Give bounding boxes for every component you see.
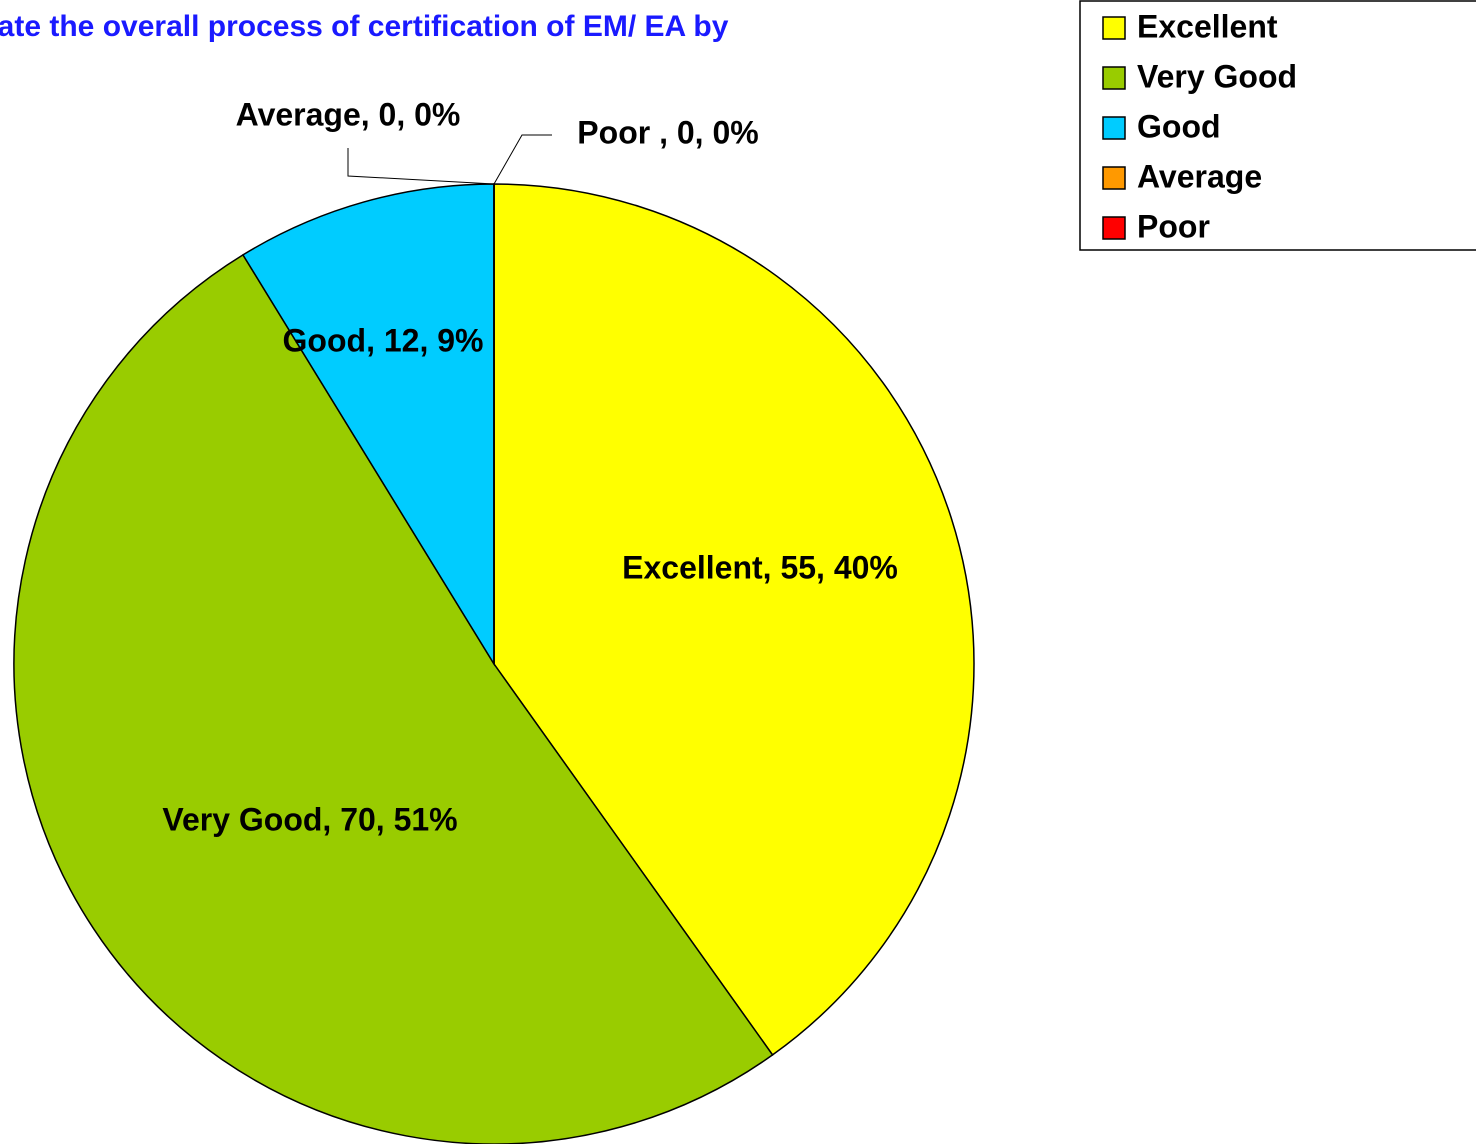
legend-swatch (1102, 66, 1126, 90)
legend-swatch (1102, 216, 1126, 240)
leader-line (493, 134, 552, 185)
legend-swatch (1102, 116, 1126, 140)
data-label: Very Good, 70, 51% (162, 801, 457, 837)
data-label: Good, 12, 9% (283, 322, 484, 358)
legend-label: Poor (1137, 208, 1210, 244)
legend-swatch (1102, 166, 1126, 190)
legend-label: Average (1137, 158, 1262, 194)
chart-title: rate the overall process of certificatio… (0, 10, 729, 43)
legend-label: Good (1137, 108, 1221, 144)
data-label: Average, 0, 0% (236, 96, 461, 132)
legend-box (1079, 0, 1476, 251)
legend-swatch (1102, 16, 1126, 40)
legend-label: Very Good (1137, 58, 1297, 94)
legend-label: Excellent (1137, 8, 1278, 44)
pie-slice (13, 253, 774, 1144)
pie-slice (493, 183, 975, 1056)
data-label: Poor , 0, 0% (577, 114, 758, 150)
pie-slice (241, 183, 495, 667)
data-label: Excellent, 55, 40% (622, 549, 898, 585)
leader-line (347, 148, 495, 185)
